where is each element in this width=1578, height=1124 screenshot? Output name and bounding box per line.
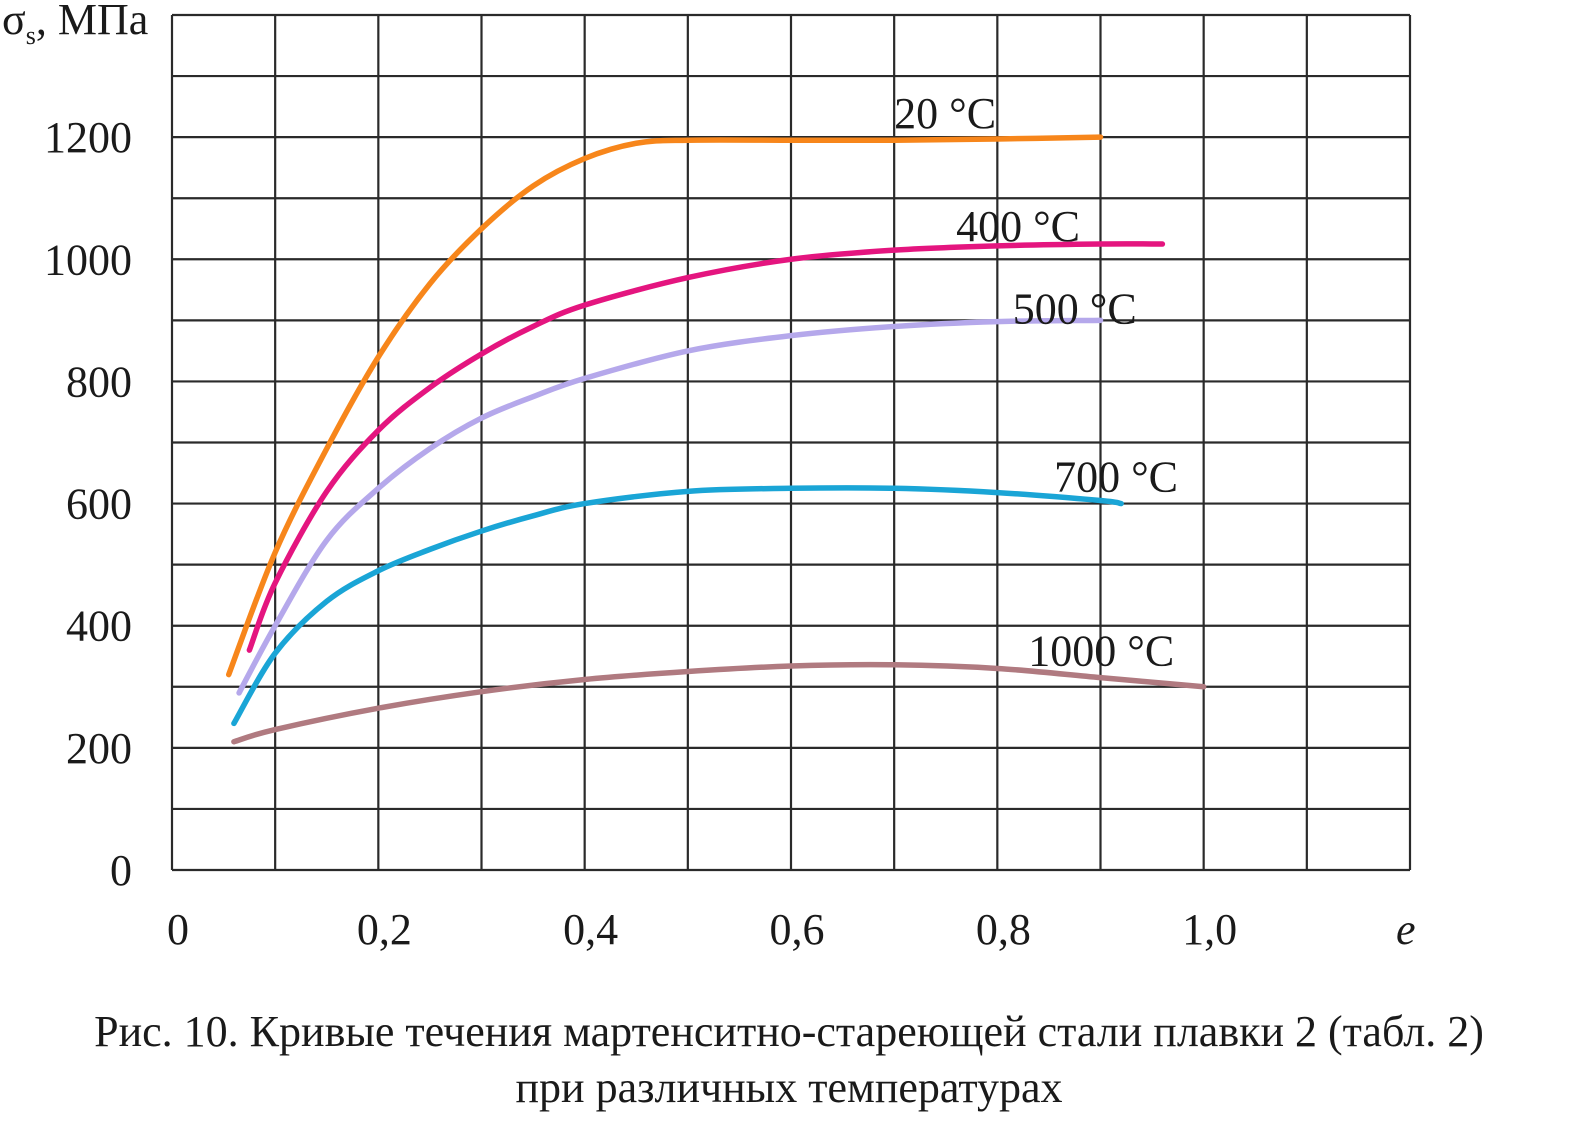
x-tick-label: 1,0 bbox=[1182, 905, 1237, 954]
series-line-0 bbox=[225, 134, 1104, 678]
grid bbox=[170, 13, 1412, 872]
series-label-layer: 20 °C 400 °C 500 °C 700 °C 1000 °C bbox=[894, 89, 1178, 675]
series-label-4: 1000 °C bbox=[1028, 626, 1174, 675]
series-label-3: 700 °C bbox=[1054, 452, 1178, 501]
y-axis-label-subscript: s bbox=[26, 21, 36, 50]
series-label-0: 20 °C bbox=[894, 89, 996, 138]
y-tick-label: 1000 bbox=[44, 235, 132, 284]
x-tick-label: 0 bbox=[167, 905, 189, 954]
x-tick-label: 0,8 bbox=[976, 905, 1031, 954]
y-tick-label: 1200 bbox=[44, 113, 132, 162]
series-line-1 bbox=[246, 241, 1166, 653]
y-tick-label: 800 bbox=[66, 357, 132, 406]
y-tick-label: 600 bbox=[66, 480, 132, 529]
x-tick-label: 0,6 bbox=[770, 905, 825, 954]
series-line-2 bbox=[236, 317, 1104, 696]
y-axis-label-unit: , МПа bbox=[36, 0, 148, 44]
y-axis-label-main: σ bbox=[2, 0, 26, 44]
y-tick-label: 200 bbox=[66, 724, 132, 773]
figure-caption-line-1: Рис. 10. Кривые течения мартенситно-стар… bbox=[94, 1007, 1484, 1056]
y-tick-labels: 0 200 400 600 800 1000 1200 bbox=[44, 113, 132, 895]
series-layer bbox=[225, 134, 1207, 745]
x-tick-label: 0,2 bbox=[357, 905, 412, 954]
y-tick-label: 400 bbox=[66, 602, 132, 651]
series-label-1: 400 °C bbox=[956, 202, 1080, 251]
x-axis-label: e bbox=[1396, 905, 1416, 954]
series-line-3 bbox=[231, 485, 1124, 727]
y-tick-label: 0 bbox=[110, 846, 132, 895]
figure-caption-line-2: при различных температурах bbox=[515, 1063, 1063, 1112]
x-tick-label: 0,4 bbox=[563, 905, 618, 954]
series-label-2: 500 °C bbox=[1013, 284, 1137, 333]
x-tick-labels: 0 0,2 0,4 0,6 0,8 1,0 bbox=[167, 905, 1237, 954]
chart: 20 °C 400 °C 500 °C 700 °C 1000 °C 0 200 400 60… bbox=[2, 0, 1416, 954]
series-line-4 bbox=[231, 661, 1207, 745]
y-axis-label: σs, МПа bbox=[2, 0, 148, 50]
